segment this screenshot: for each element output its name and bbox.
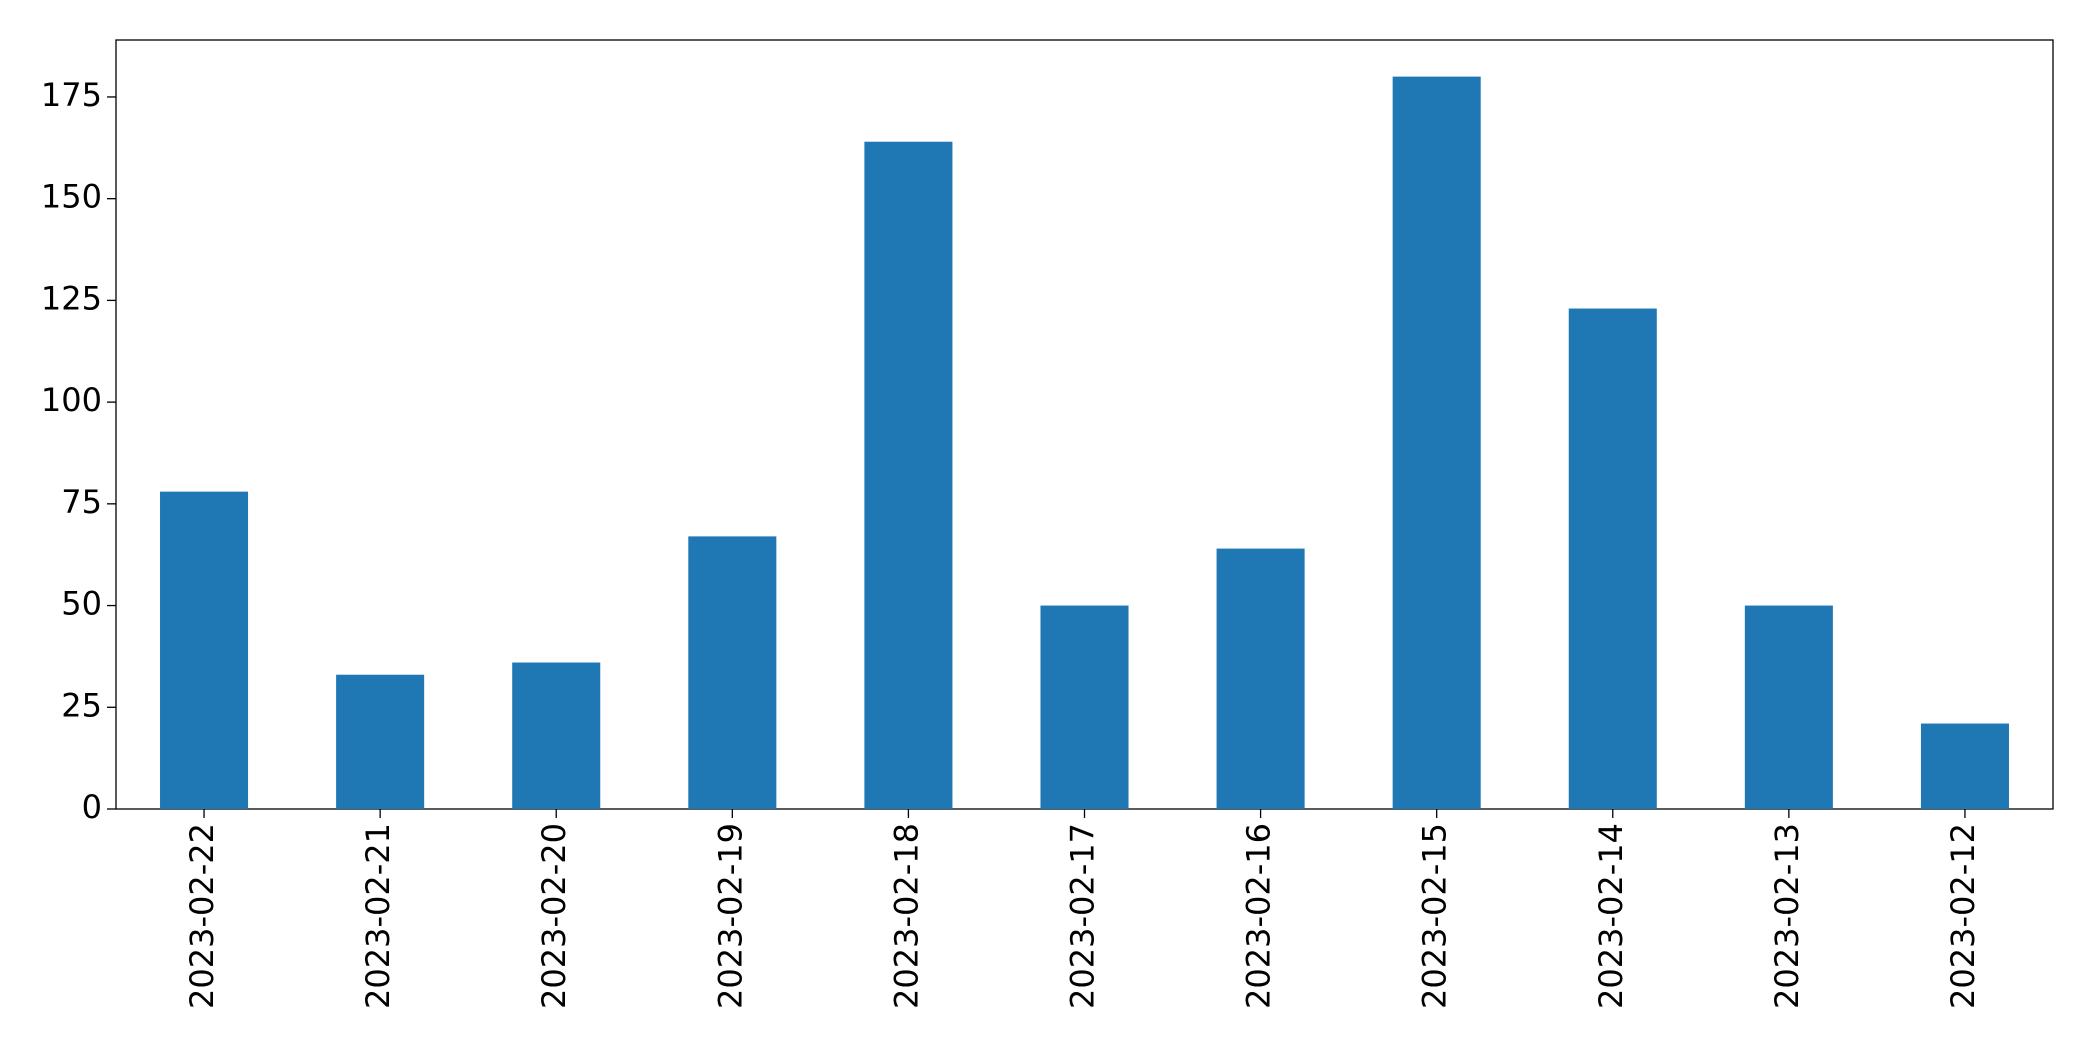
y-tick-label: 150 bbox=[41, 178, 102, 216]
x-tick-label: 2023-02-19 bbox=[711, 823, 749, 1009]
x-tick-label: 2023-02-17 bbox=[1064, 823, 1102, 1009]
x-tick-label: 2023-02-21 bbox=[359, 823, 397, 1009]
y-tick-label: 50 bbox=[61, 585, 102, 623]
bar bbox=[1568, 308, 1657, 809]
x-tick-label: 2023-02-20 bbox=[535, 823, 573, 1009]
x-tick-label: 2023-02-22 bbox=[183, 823, 221, 1009]
y-tick-label: 100 bbox=[41, 381, 102, 419]
bar bbox=[336, 674, 425, 809]
y-tick-label: 175 bbox=[41, 76, 102, 114]
bar bbox=[160, 491, 249, 809]
y-tick-label: 75 bbox=[61, 483, 102, 521]
x-tick-label: 2023-02-12 bbox=[1944, 823, 1982, 1009]
x-tick-label: 2023-02-14 bbox=[1592, 823, 1630, 1009]
x-tick-label: 2023-02-18 bbox=[887, 823, 925, 1009]
bar bbox=[1744, 605, 1833, 809]
y-tick-label: 125 bbox=[41, 279, 102, 317]
x-tick-label: 2023-02-15 bbox=[1416, 823, 1454, 1009]
bar bbox=[1040, 605, 1129, 809]
bar bbox=[1920, 723, 2009, 809]
y-tick-label: 25 bbox=[61, 686, 102, 724]
bar bbox=[688, 536, 777, 809]
y-tick-label: 0 bbox=[82, 788, 102, 826]
x-tick-label: 2023-02-13 bbox=[1768, 823, 1806, 1009]
bar bbox=[1216, 548, 1305, 809]
bar bbox=[1392, 76, 1481, 810]
x-tick-label: 2023-02-16 bbox=[1240, 823, 1278, 1009]
bar bbox=[864, 141, 953, 809]
bar bbox=[512, 662, 601, 809]
